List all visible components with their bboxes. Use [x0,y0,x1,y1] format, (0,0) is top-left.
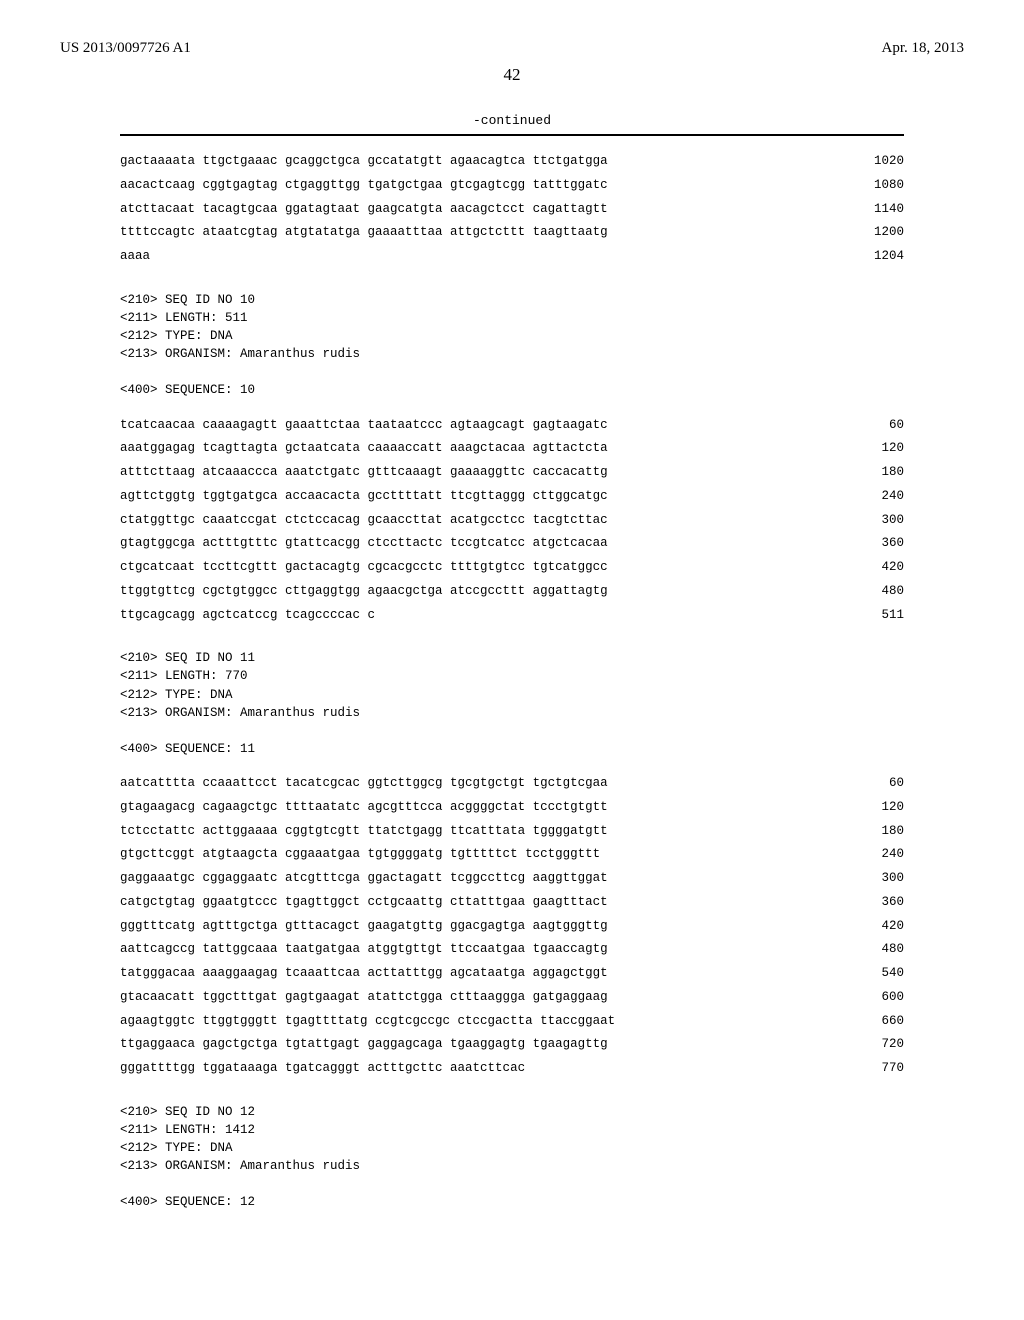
sequence-text: gtagaagacg cagaagctgc ttttaatatc agcgttt… [120,796,608,820]
sequence-row: gtacaacatt tggctttgat gagtgaagat atattct… [120,986,904,1010]
sequence-text: aatcatttta ccaaattcct tacatcgcac ggtcttg… [120,772,608,796]
sequence-row: tctcctattc acttggaaaa cggtgtcgtt ttatctg… [120,820,904,844]
continued-label: -continued [120,113,904,128]
seq-meta-12: <210> SEQ ID NO 12 <211> LENGTH: 1412 <2… [120,1103,904,1212]
sequence-position: 1140 [854,198,904,222]
page-header: US 2013/0097726 A1 Apr. 18, 2013 [60,40,964,57]
sequence-text: ttttccagtc ataatcgtag atgtatatga gaaaatt… [120,221,608,245]
sequence-text: aaatggagag tcagttagta gctaatcata caaaacc… [120,437,608,461]
sequence-row: atcttacaat tacagtgcaa ggatagtaat gaagcat… [120,198,904,222]
sequence-text: aaaa [120,245,150,269]
doc-number: US 2013/0097726 A1 [60,40,191,57]
sequence-position: 480 [854,938,904,962]
sequence-row: aattcagccg tattggcaaa taatgatgaa atggtgt… [120,938,904,962]
sequence-position: 60 [854,414,904,438]
sequence-row: aatcatttta ccaaattcct tacatcgcac ggtcttg… [120,772,904,796]
sequence-text: atttcttaag atcaaaccca aaatctgatc gtttcaa… [120,461,608,485]
sequence-position: 120 [854,796,904,820]
sequence-position: 120 [854,437,904,461]
sequence-row: gtgcttcggt atgtaagcta cggaaatgaa tgtgggg… [120,843,904,867]
sequence-position: 300 [854,509,904,533]
sequence-row: gtagaagacg cagaagctgc ttttaatatc agcgttt… [120,796,904,820]
sequence-text: aattcagccg tattggcaaa taatgatgaa atggtgt… [120,938,608,962]
sequence-text: catgctgtag ggaatgtccc tgagttggct cctgcaa… [120,891,608,915]
sequence-text: atcttacaat tacagtgcaa ggatagtaat gaagcat… [120,198,608,222]
sequence-text: gtagtggcga actttgtttc gtattcacgg ctcctta… [120,532,608,556]
sequence-row: ttttccagtc ataatcgtag atgtatatga gaaaatt… [120,221,904,245]
sequence-position: 240 [854,843,904,867]
sequence-text: agttctggtg tggtgatgca accaacacta gcctttt… [120,485,608,509]
sequence-position: 420 [854,915,904,939]
page-number: 42 [60,65,964,85]
sequence-position: 240 [854,485,904,509]
sequence-row: catgctgtag ggaatgtccc tgagttggct cctgcaa… [120,891,904,915]
sequence-position: 511 [854,604,904,628]
horizontal-rule [120,134,904,136]
sequence-row: ttgaggaaca gagctgctga tgtattgagt gaggagc… [120,1033,904,1057]
sequence-row: tatgggacaa aaaggaagag tcaaattcaa acttatt… [120,962,904,986]
sequence-text: gactaaaata ttgctgaaac gcaggctgca gccatat… [120,150,608,174]
sequence-block-9-cont: gactaaaata ttgctgaaac gcaggctgca gccatat… [120,150,904,269]
sequence-text: ctatggttgc caaatccgat ctctccacag gcaacct… [120,509,608,533]
sequence-text: tcatcaacaa caaaagagtt gaaattctaa taataat… [120,414,608,438]
sequence-row: tcatcaacaa caaaagagtt gaaattctaa taataat… [120,414,904,438]
sequence-position: 600 [854,986,904,1010]
sequence-position: 1080 [854,174,904,198]
sequence-position: 420 [854,556,904,580]
sequence-text: aacactcaag cggtgagtag ctgaggttgg tgatgct… [120,174,608,198]
sequence-position: 720 [854,1033,904,1057]
sequence-row: aaaa 1204 [120,245,904,269]
sequence-position: 60 [854,772,904,796]
sequence-text: gggtttcatg agtttgctga gtttacagct gaagatg… [120,915,608,939]
sequence-row: aacactcaag cggtgagtag ctgaggttgg tgatgct… [120,174,904,198]
sequence-row: gtagtggcga actttgtttc gtattcacgg ctcctta… [120,532,904,556]
sequence-text: gaggaaatgc cggaggaatc atcgtttcga ggactag… [120,867,608,891]
sequence-text: agaagtggtc ttggtgggtt tgagttttatg ccgtcg… [120,1010,615,1034]
sequence-row: agttctggtg tggtgatgca accaacacta gcctttt… [120,485,904,509]
sequence-row: aaatggagag tcagttagta gctaatcata caaaacc… [120,437,904,461]
sequence-position: 660 [854,1010,904,1034]
sequence-row: ttgcagcagg agctcatccg tcagccccac c 511 [120,604,904,628]
sequence-row: gggtttcatg agtttgctga gtttacagct gaagatg… [120,915,904,939]
sequence-text: ctgcatcaat tccttcgttt gactacagtg cgcacgc… [120,556,608,580]
sequence-text: gtacaacatt tggctttgat gagtgaagat atattct… [120,986,608,1010]
doc-date: Apr. 18, 2013 [882,40,965,57]
sequence-text: tctcctattc acttggaaaa cggtgtcgtt ttatctg… [120,820,608,844]
sequence-position: 1200 [854,221,904,245]
sequence-position: 360 [854,891,904,915]
sequence-row: gggattttgg tggataaaga tgatcagggt actttgc… [120,1057,904,1081]
sequence-position: 540 [854,962,904,986]
sequence-block-10: tcatcaacaa caaaagagtt gaaattctaa taataat… [120,414,904,628]
sequence-position: 770 [854,1057,904,1081]
sequence-row: ctgcatcaat tccttcgttt gactacagtg cgcacgc… [120,556,904,580]
sequence-row: agaagtggtc ttggtgggtt tgagttttatg ccgtcg… [120,1010,904,1034]
sequence-row: gactaaaata ttgctgaaac gcaggctgca gccatat… [120,150,904,174]
sequence-row: ttggtgttcg cgctgtggcc cttgaggtgg agaacgc… [120,580,904,604]
sequence-position: 180 [854,820,904,844]
sequence-text: ttgcagcagg agctcatccg tcagccccac c [120,604,375,628]
sequence-position: 1020 [854,150,904,174]
sequence-position: 300 [854,867,904,891]
sequence-row: ctatggttgc caaatccgat ctctccacag gcaacct… [120,509,904,533]
seq-meta-10: <210> SEQ ID NO 10 <211> LENGTH: 511 <21… [120,291,904,400]
sequence-position: 180 [854,461,904,485]
sequence-text: gtgcttcggt atgtaagcta cggaaatgaa tgtgggg… [120,843,600,867]
sequence-position: 480 [854,580,904,604]
sequence-row: atttcttaag atcaaaccca aaatctgatc gtttcaa… [120,461,904,485]
sequence-block-11: aatcatttta ccaaattcct tacatcgcac ggtcttg… [120,772,904,1081]
seq-meta-11: <210> SEQ ID NO 11 <211> LENGTH: 770 <21… [120,649,904,758]
sequence-text: gggattttgg tggataaaga tgatcagggt actttgc… [120,1057,525,1081]
sequence-text: tatgggacaa aaaggaagag tcaaattcaa acttatt… [120,962,608,986]
sequence-row: gaggaaatgc cggaggaatc atcgtttcga ggactag… [120,867,904,891]
sequence-text: ttggtgttcg cgctgtggcc cttgaggtgg agaacgc… [120,580,608,604]
sequence-text: ttgaggaaca gagctgctga tgtattgagt gaggagc… [120,1033,608,1057]
sequence-position: 360 [854,532,904,556]
sequence-position: 1204 [854,245,904,269]
